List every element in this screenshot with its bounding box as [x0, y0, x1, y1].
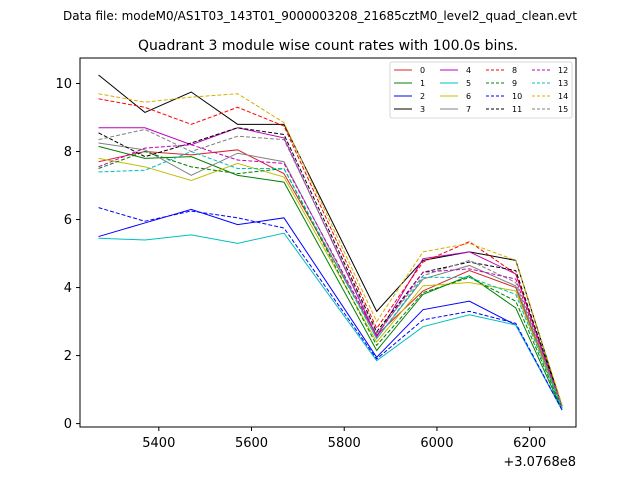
- series-line-10: [98, 207, 563, 411]
- legend-label-12: 12: [558, 66, 568, 75]
- series-line-8: [98, 98, 563, 407]
- x-tick-label: 6000: [420, 436, 453, 451]
- series-line-5: [98, 232, 563, 411]
- x-tick-label: 5400: [142, 436, 175, 451]
- y-axis: 0 2 4 6 8 10: [55, 77, 80, 432]
- legend-label-13: 13: [558, 79, 568, 88]
- series-line-12: [98, 144, 563, 407]
- legend-label-14: 14: [558, 92, 568, 101]
- series-line-15: [98, 128, 563, 407]
- legend-label-5: 5: [466, 79, 471, 88]
- series-line-1: [98, 145, 563, 411]
- series-line-11: [98, 127, 563, 407]
- legend-label-11: 11: [512, 105, 522, 114]
- y-tick-label: 4: [64, 281, 72, 296]
- legend-label-8: 8: [512, 66, 517, 75]
- legend-box: [389, 61, 573, 119]
- y-tick-label: 6: [64, 213, 72, 228]
- series-layer: [98, 74, 563, 411]
- legend-label-15: 15: [558, 105, 568, 114]
- legend-label-0: 0: [420, 66, 425, 75]
- y-tick-label: 2: [64, 349, 72, 364]
- legend-label-10: 10: [512, 92, 522, 101]
- legend-label-9: 9: [512, 79, 517, 88]
- series-line-3: [98, 74, 563, 407]
- legend-label-4: 4: [466, 66, 471, 75]
- series-line-13: [98, 150, 563, 409]
- y-tick-label: 10: [55, 77, 72, 92]
- x-tick-label: 5600: [235, 436, 268, 451]
- legend-label-3: 3: [420, 105, 425, 114]
- series-line-6: [98, 157, 563, 409]
- x-axis-offset-label: +3.0768e8: [503, 455, 576, 470]
- chart-suptitle: Data file: modeM0/AS1T03_143T01_90000032…: [63, 9, 577, 23]
- legend-label-7: 7: [466, 105, 471, 114]
- series-line-0: [98, 149, 563, 409]
- plot-area-frame: [79, 57, 577, 428]
- y-tick-label: 8: [64, 145, 72, 160]
- x-tick-label: 6200: [513, 436, 546, 451]
- legend-label-1: 1: [420, 79, 425, 88]
- series-line-2: [98, 208, 563, 411]
- y-tick-label: 0: [64, 417, 72, 432]
- series-line-7: [98, 142, 563, 407]
- x-axis: 5400 5600 5800 6000 6200: [142, 427, 546, 451]
- chart-title: Quadrant 3 module wise count rates with …: [138, 38, 518, 54]
- x-tick-label: 5800: [328, 436, 361, 451]
- legend-label-6: 6: [466, 92, 471, 101]
- series-line-9: [98, 151, 563, 409]
- legend-label-2: 2: [420, 92, 425, 101]
